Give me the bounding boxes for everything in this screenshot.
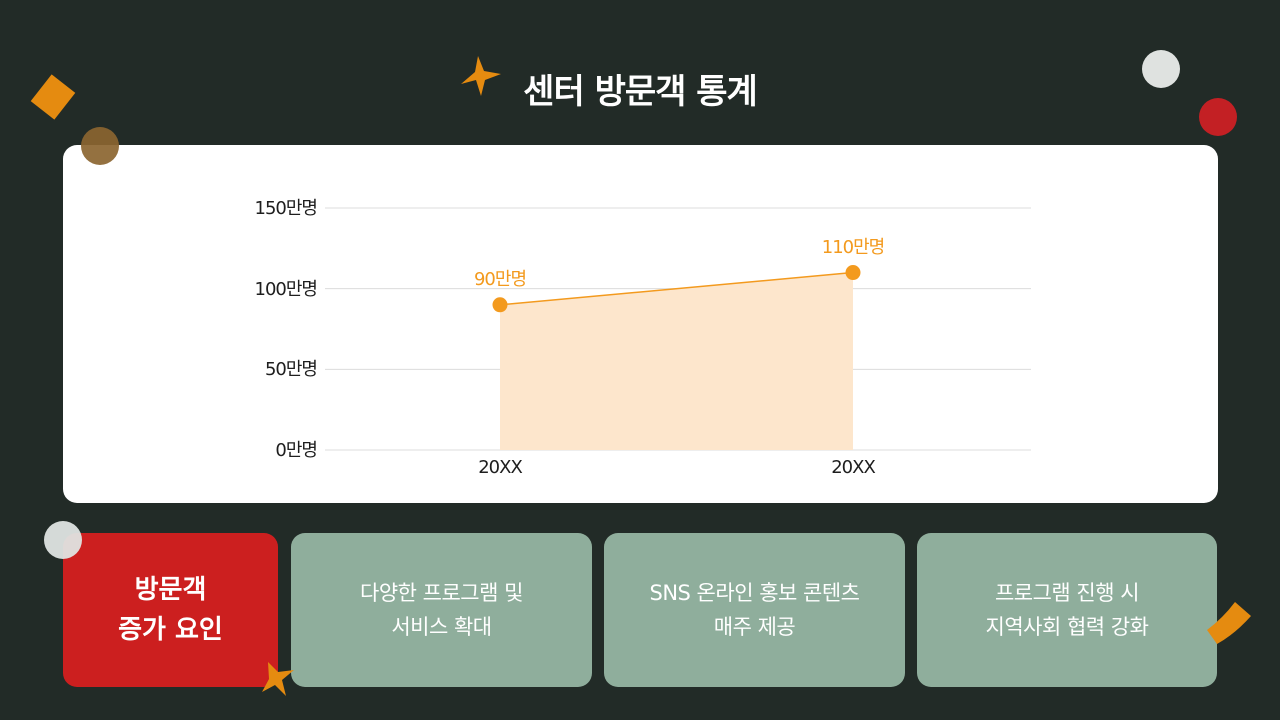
star-icon [460,54,504,102]
chart-card: 0만명 50만명 100만명 150만명 90만명 20XX 110만명 20XX [63,145,1218,503]
x-axis-tick-label: 20XX [831,457,876,478]
y-axis-tick-label: 100만명 [254,278,318,300]
data-point[interactable] [845,265,861,281]
star-icon [258,660,298,704]
factor-item: 다양한 프로그램 및 서비스 확대 [291,533,592,687]
factor-heading: 방문객 증가 요인 [63,533,278,687]
data-label: 90만명 [473,268,527,290]
page-title: 센터 방문객 통계 [523,72,758,112]
y-axis-tick-label: 150만명 [254,198,318,219]
brown-circle-decoration [81,127,119,165]
area-chart [325,207,1031,451]
y-axis-tick-label: 50만명 [264,359,318,381]
red-circle-decoration [1199,98,1237,136]
light-circle-decoration [44,521,82,559]
data-point[interactable] [492,297,508,313]
data-label: 110만명 [821,236,885,258]
factor-item: 프로그램 진행 시 지역사회 협력 강화 [917,533,1217,687]
area-fill [500,272,853,450]
data-line [499,271,854,306]
factor-item: SNS 온라인 홍보 콘텐츠 매주 제공 [604,533,905,687]
orange-arc-decoration [1205,600,1251,644]
white-circle-decoration [1142,50,1180,88]
y-axis-tick-label: 0만명 [275,440,318,461]
x-axis-tick-label: 20XX [478,457,523,478]
factors-row: 방문객 증가 요인 다양한 프로그램 및 서비스 확대 SNS 온라인 홍보 콘… [63,533,1218,687]
